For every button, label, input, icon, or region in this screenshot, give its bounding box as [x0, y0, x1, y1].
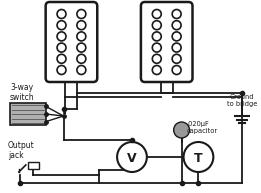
Circle shape: [172, 21, 181, 30]
Text: T: T: [194, 152, 203, 164]
Text: 3-way
switch: 3-way switch: [10, 83, 34, 102]
Circle shape: [57, 21, 66, 30]
Circle shape: [152, 21, 161, 30]
Bar: [28, 162, 39, 169]
Circle shape: [172, 65, 181, 74]
Circle shape: [152, 65, 161, 74]
Circle shape: [152, 54, 161, 63]
Text: Output
jack: Output jack: [8, 141, 35, 160]
Text: .020μF
capacitor: .020μF capacitor: [187, 121, 218, 134]
Circle shape: [57, 32, 66, 41]
Circle shape: [117, 142, 147, 172]
Circle shape: [152, 32, 161, 41]
Circle shape: [152, 43, 161, 52]
Circle shape: [152, 9, 161, 19]
Circle shape: [77, 54, 86, 63]
Text: V: V: [127, 152, 137, 164]
Circle shape: [172, 54, 181, 63]
Text: Ground
to bridge: Ground to bridge: [227, 94, 257, 107]
Circle shape: [77, 43, 86, 52]
Bar: [10, 103, 46, 125]
FancyBboxPatch shape: [46, 2, 97, 82]
Circle shape: [77, 32, 86, 41]
FancyBboxPatch shape: [141, 2, 193, 82]
Circle shape: [57, 54, 66, 63]
Circle shape: [57, 43, 66, 52]
Circle shape: [57, 65, 66, 74]
Circle shape: [183, 142, 213, 172]
Circle shape: [57, 9, 66, 19]
Circle shape: [77, 9, 86, 19]
Circle shape: [174, 122, 189, 138]
Circle shape: [172, 32, 181, 41]
Circle shape: [172, 9, 181, 19]
Circle shape: [77, 21, 86, 30]
Circle shape: [77, 65, 86, 74]
Circle shape: [172, 43, 181, 52]
